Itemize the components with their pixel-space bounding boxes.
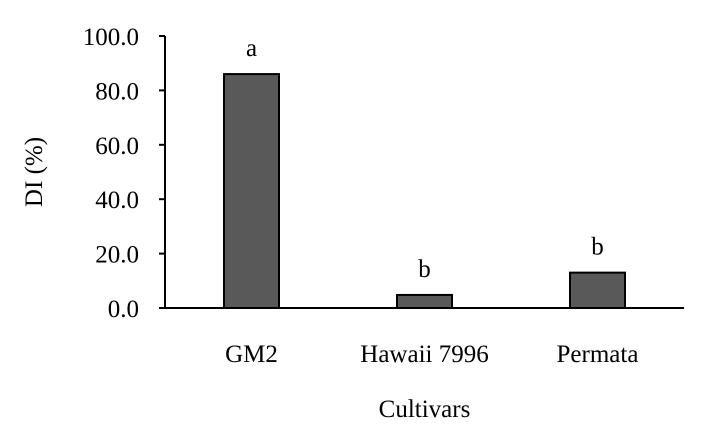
y-tick-label: 40.0	[95, 187, 139, 214]
y-axis-title: DI (%)	[21, 137, 48, 207]
significance-letter: a	[246, 35, 257, 62]
y-tick-label: 80.0	[95, 78, 139, 105]
x-category-label: Hawaii 7996	[360, 341, 488, 368]
bar	[396, 293, 453, 309]
x-category-label: GM2	[225, 341, 278, 368]
x-axis-title: Cultivars	[379, 396, 471, 423]
y-tick-label: 0.0	[108, 296, 139, 323]
y-tick-label: 100.0	[83, 24, 139, 51]
y-tick-label: 60.0	[95, 133, 139, 160]
bar	[569, 271, 626, 310]
y-tick-label: 20.0	[95, 242, 139, 269]
y-axis-ticks: 0.0 20.0 40.0 60.0 80.0 100.0	[83, 24, 165, 323]
significance-labels: a b b	[246, 35, 604, 283]
significance-letter: b	[591, 234, 604, 261]
significance-letter: b	[418, 256, 431, 283]
x-axis-category-labels: GM2 Hawaii 7996 Permata	[225, 341, 638, 368]
bar	[223, 73, 280, 309]
x-category-label: Permata	[557, 341, 639, 368]
